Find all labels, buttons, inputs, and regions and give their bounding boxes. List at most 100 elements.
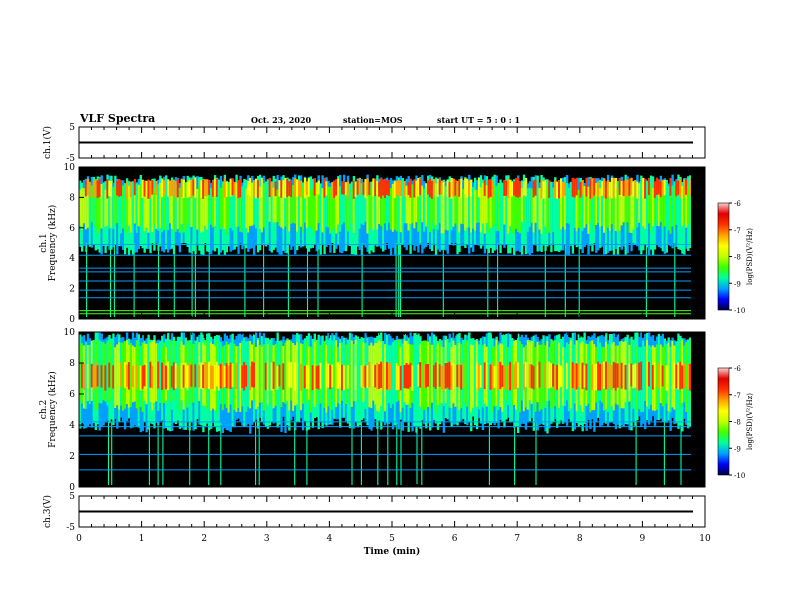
ch1-spectrogram-strip-core bbox=[200, 184, 203, 233]
ch2-spectrogram-strip-peak bbox=[452, 363, 455, 390]
ch1-spectrogram-strip-peak bbox=[630, 177, 633, 195]
ch1-spectrogram-strip-core bbox=[614, 183, 618, 232]
ch1-spectrogram-strip-core bbox=[94, 182, 97, 228]
ch1-spectrogram-strip-core bbox=[262, 183, 266, 228]
ch1-spectrogram-strip-core bbox=[384, 184, 387, 224]
ch2-spectrogram-strip-core bbox=[266, 343, 270, 406]
ch1-spectrogram-strip-core bbox=[155, 188, 158, 229]
ch1-spectrogram-strip-core bbox=[628, 189, 631, 233]
ch2-spectrogram-strip-peak bbox=[610, 365, 614, 390]
ch1-spectrogram-strip-core bbox=[661, 186, 665, 228]
ch2-spectrogram-strip-core bbox=[563, 347, 567, 407]
ch1-spectrogram-strip-core bbox=[644, 183, 647, 229]
ch1-spectrogram-strip-peak bbox=[571, 177, 575, 197]
ch1-spectrogram-strip-core bbox=[135, 183, 139, 233]
ch2-spectrogram-strip-peak bbox=[210, 365, 213, 389]
ch1-spectrogram-strip-peak bbox=[172, 180, 176, 197]
ch1-spectrogram-strip-peak bbox=[297, 180, 301, 197]
ch2-spectrogram-strip-peak bbox=[221, 362, 225, 389]
ch1-spectrogram-strip-core bbox=[669, 189, 672, 234]
ch1-spectrogram-strip-peak bbox=[608, 181, 612, 197]
ch1-spectrogram-strip-core bbox=[616, 188, 620, 233]
station-label: station=MOS bbox=[343, 115, 403, 125]
ch2-spectrogram-strip-peak bbox=[603, 361, 606, 389]
ch2-spectrogram-strip-peak bbox=[131, 365, 135, 387]
ch2-spectrogram-strip-core bbox=[84, 342, 88, 409]
ch1-spectrogram-strip-core bbox=[116, 182, 119, 224]
ch1-spectrogram-strip-peak bbox=[653, 181, 657, 198]
ch2-spectrogram-strip-peak bbox=[200, 362, 203, 389]
ch1-spectrogram-strip-core bbox=[198, 185, 201, 229]
ch2-spectrogram-strip-peak bbox=[182, 364, 185, 388]
ch1-spectrogram-strip-core bbox=[270, 182, 273, 228]
ch1-spectrogram-strip-peak bbox=[503, 180, 506, 196]
ch1-spectrogram-strip-core bbox=[147, 182, 150, 233]
ch1-spectrogram-strip-peak bbox=[323, 177, 326, 198]
ch2-spectrogram-strip-peak bbox=[204, 361, 207, 390]
ch1-spectrogram-strip-core bbox=[272, 187, 275, 223]
ch1-spectrogram-strip-core bbox=[299, 183, 303, 227]
ch2-spectrogram-strip-peak bbox=[229, 362, 232, 389]
ch1-spectrogram-strip-core bbox=[301, 187, 305, 233]
ch1-spectrogram-strip-core bbox=[137, 184, 141, 227]
ch2-spectrogram-strip-peak bbox=[552, 363, 555, 387]
ch1-spectrogram-strip-peak bbox=[661, 179, 665, 196]
ch2-spectrogram-strip-peak bbox=[190, 364, 193, 387]
ch1-spectrogram-strip-core bbox=[622, 188, 625, 223]
ch2-spectrogram-strip-peak bbox=[446, 362, 449, 388]
ch2-spectrogram-strip-peak bbox=[125, 364, 129, 388]
ch2-spectrogram-strip-peak bbox=[675, 364, 678, 389]
ch2-spectrogram-strip-core bbox=[487, 343, 491, 401]
ch1-spectrogram-strip-core bbox=[225, 182, 229, 234]
ch2-spectrogram-strip-peak bbox=[374, 364, 377, 388]
ch1-spectrogram-strip-core bbox=[284, 182, 287, 227]
ch2-spectrogram-strip-peak bbox=[556, 364, 559, 390]
x-tick-label: 6 bbox=[452, 534, 458, 544]
ch1-spectrogram-strip-core bbox=[423, 188, 426, 232]
ch1-spectrogram-strip-peak bbox=[192, 179, 195, 196]
ch1-spectrogram-strip-peak bbox=[354, 181, 358, 197]
ch1-spectrogram-strip-peak bbox=[229, 179, 232, 197]
ch1-spectrogram-strip-core bbox=[213, 183, 217, 227]
ch2-spectrogram-strip-peak bbox=[407, 364, 410, 389]
ch2-spectrogram-strip-peak bbox=[270, 362, 273, 391]
ch2-spectrogram-strip-peak bbox=[638, 362, 641, 391]
ch1-spectrogram-strip-core bbox=[440, 185, 444, 234]
ch1-spectrogram-strip-core bbox=[266, 183, 270, 224]
ch1-spectrogram-strip-peak bbox=[575, 177, 578, 196]
ch2-spectrogram-strip-peak bbox=[100, 365, 103, 388]
ch1-spectrogram-strip-core bbox=[438, 185, 442, 224]
ch1-spectrogram-strip-core bbox=[507, 188, 510, 234]
ch1-spectrogram-strip-peak bbox=[466, 178, 469, 199]
ch1-spectrogram-strip-peak bbox=[548, 180, 551, 198]
ch1-spectrogram-strip-peak bbox=[270, 181, 273, 197]
ch1-spectrogram-strip-peak bbox=[387, 179, 391, 196]
ch1-spectrogram-strip-core bbox=[604, 185, 608, 227]
ch2-spectrogram-strip-peak bbox=[354, 365, 358, 390]
ch1-spectrogram-strip-core bbox=[665, 186, 668, 227]
ch1-spectrogram-strip-core bbox=[640, 189, 643, 223]
ch1-spectrogram-strip-peak bbox=[358, 177, 361, 196]
ch1-spectrogram-strip-core bbox=[79, 189, 82, 226]
ch1-spectrogram-strip-core bbox=[102, 185, 105, 229]
ch1-spectrogram-strip-core bbox=[80, 187, 84, 230]
ch1-spectrogram-strip-core bbox=[172, 189, 176, 233]
ch1-spectrogram-strip-peak bbox=[382, 179, 385, 196]
ch2-spectrogram-strip-peak bbox=[299, 363, 303, 391]
ch1-spectrogram-strip-core bbox=[450, 185, 453, 231]
ch1-spectrogram-strip-core bbox=[92, 182, 96, 231]
ch1-spectrogram-strip-core bbox=[618, 188, 622, 231]
ch2-spectrogram-strip-peak bbox=[673, 361, 676, 390]
ch2-spectrogram-strip-core bbox=[114, 347, 117, 408]
ch2-spectrogram-strip-core bbox=[256, 339, 260, 407]
ch2-spectrogram-strip-peak bbox=[477, 363, 481, 391]
ch1-spectrogram-strip-peak bbox=[161, 178, 164, 198]
ch2-spectrogram-strip-peak bbox=[536, 365, 539, 388]
ch1-spectrogram-colorbar-label: log(PSD)(V²/Hz) bbox=[746, 228, 754, 285]
ch1-spectrogram-strip-peak bbox=[659, 181, 663, 198]
ch3-waveform-panel: 5 -5 ch.3(V) bbox=[42, 492, 706, 533]
ch1-spectrogram-strip-core bbox=[344, 185, 348, 229]
ch2-spectrogram-strip-peak bbox=[548, 361, 551, 389]
ch2-spectrogram-strip-peak bbox=[92, 365, 96, 390]
ch1-spectrogram-strip-peak bbox=[430, 180, 434, 199]
